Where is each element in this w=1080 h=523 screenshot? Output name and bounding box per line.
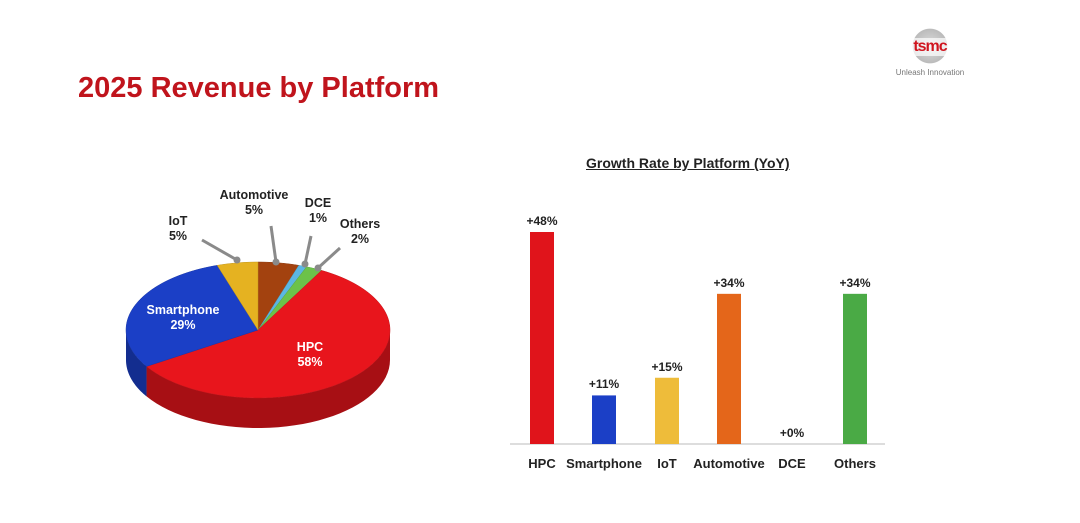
slide-title: 2025 Revenue by Platform <box>78 72 440 104</box>
bar-value-label: +34% <box>839 275 871 290</box>
bar-category-label: Smartphone <box>566 456 642 471</box>
bar-iot <box>655 377 679 444</box>
pie-value: 1% <box>308 211 328 225</box>
bar-value-label: +34% <box>713 275 745 290</box>
pie-label-automotive: Automotive 5% <box>220 188 289 218</box>
bar-category-label: Automotive <box>693 456 765 471</box>
pie-leader-line <box>201 238 238 262</box>
bar-category-label: DCE <box>778 456 806 471</box>
pie-category: DCE <box>304 196 332 210</box>
pie-category: HPC <box>296 340 324 354</box>
pie-value: 5% <box>168 229 188 243</box>
pie-category: Smartphone <box>146 303 220 317</box>
pie-leader-line <box>316 246 342 270</box>
pie-slice-hpc <box>146 270 391 399</box>
pie-label-iot: IoT 5% <box>169 214 188 244</box>
pie-label-others: Others 2% <box>340 217 380 247</box>
pie-category: Others <box>339 217 381 231</box>
bar-category-label: Others <box>834 456 876 471</box>
pie-label-dce: DCE 1% <box>305 196 331 226</box>
pie-label-smartphone: Smartphone 29% <box>147 303 220 333</box>
bar-value-label: +0% <box>779 426 805 440</box>
bar-smartphone <box>592 395 616 444</box>
tsmc-logo: tsmc Unleash Innovation <box>890 28 970 77</box>
pie-leader-line <box>269 225 278 263</box>
bar-value-label: +15% <box>651 359 683 374</box>
pie-label-hpc: HPC 58% <box>297 340 323 370</box>
logo-mark: tsmc <box>904 28 956 64</box>
pie-category: Automotive <box>219 188 289 202</box>
bar-category-label: IoT <box>657 456 677 471</box>
pie-value: 29% <box>170 318 196 332</box>
pie-value: 2% <box>350 232 370 246</box>
pie-leader-line <box>303 235 313 265</box>
pie-category: IoT <box>168 214 188 228</box>
pie-value: 58% <box>297 355 323 369</box>
pie-slice-smartphone <box>125 265 259 367</box>
pie-value: 5% <box>244 203 264 217</box>
logo-text: tsmc <box>904 38 956 56</box>
pie-leader-dot <box>301 260 309 268</box>
bar-value-label: +11% <box>588 377 620 392</box>
logo-tagline: Unleash Innovation <box>895 68 965 77</box>
pie-side-smartphone <box>126 330 147 397</box>
bar-hpc <box>530 232 554 444</box>
bar-automotive <box>717 293 741 444</box>
pie-leader-dot <box>314 264 322 272</box>
pie-side-hpc <box>146 330 390 428</box>
bar-category-label: HPC <box>528 456 556 471</box>
bar-others <box>843 293 867 444</box>
bar-value-label: +48% <box>526 214 558 228</box>
pie-leader-dot <box>272 258 280 266</box>
pie-leader-dot <box>233 256 241 264</box>
bar-chart-title: Growth Rate by Platform (YoY) <box>586 155 790 171</box>
